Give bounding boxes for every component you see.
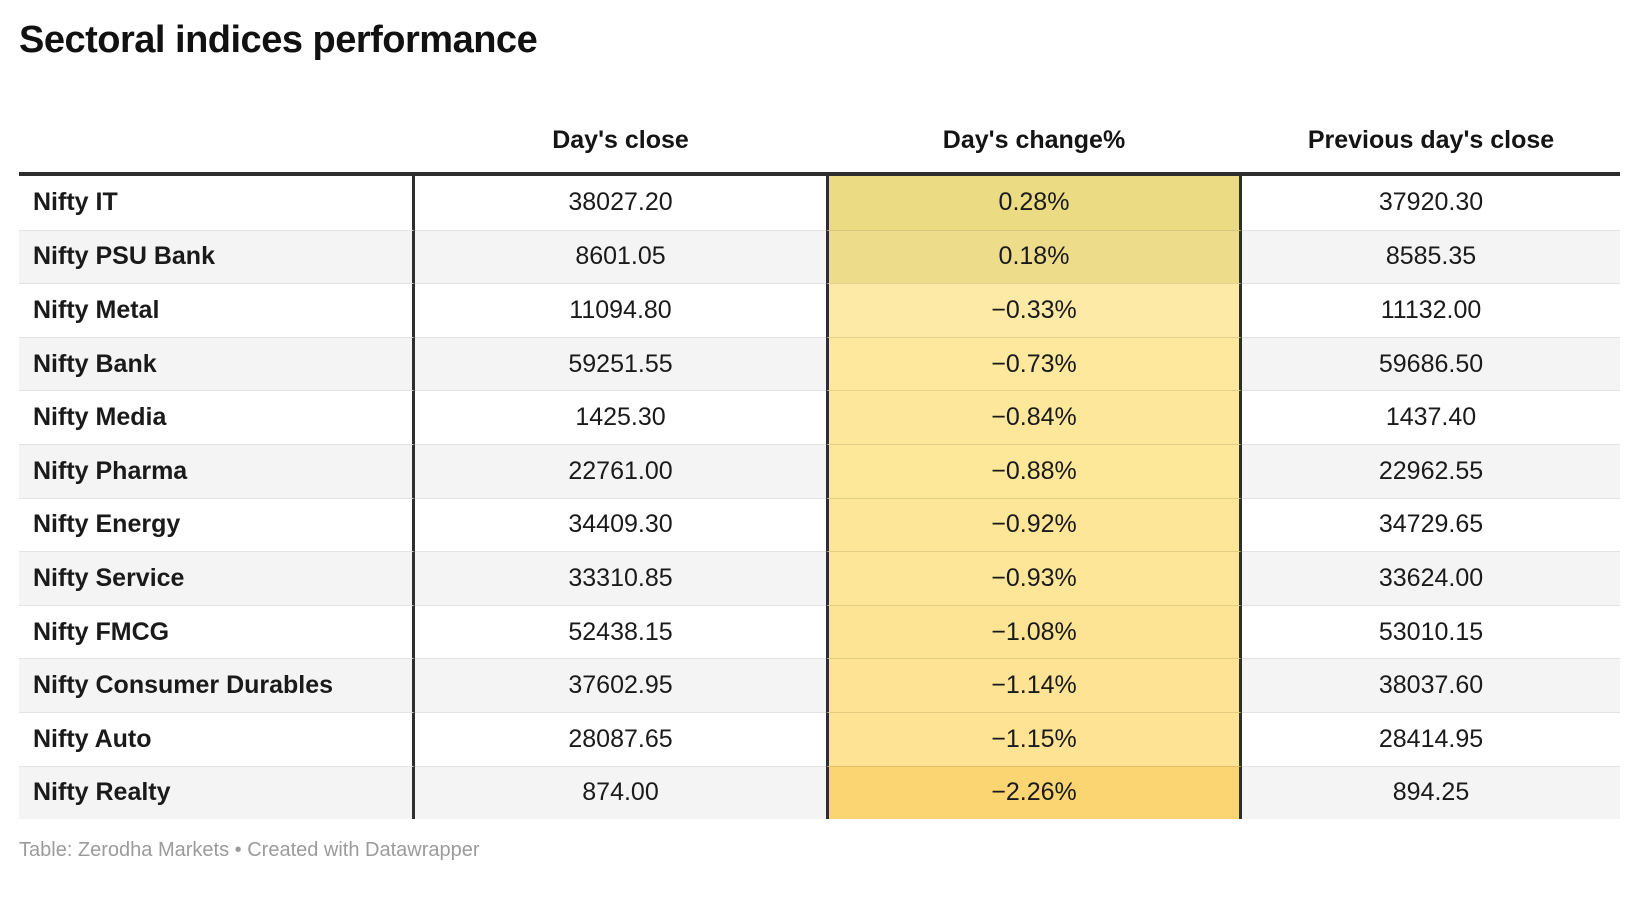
- table-row: Nifty Realty 874.00 −2.26% 894.25: [19, 765, 1620, 820]
- days-close-cell: 874.00: [415, 765, 826, 820]
- days-close-cell: 28087.65: [415, 711, 826, 766]
- row-label-cell: Nifty Auto: [19, 711, 415, 766]
- row-label-cell: Nifty PSU Bank: [19, 229, 415, 284]
- row-label-cell: Nifty Metal: [19, 283, 415, 337]
- column-header-days-close[interactable]: Day's close: [552, 125, 689, 154]
- prev-close-cell: 33624.00: [1242, 551, 1620, 605]
- table-row: Nifty FMCG 52438.15 −1.08% 53010.15: [19, 604, 1620, 659]
- table-body: Nifty IT 38027.20 0.28% 37920.30 Nifty PSU B…: [19, 176, 1620, 820]
- prev-close-cell: 34729.65: [1242, 497, 1620, 552]
- row-label-cell: Nifty Media: [19, 390, 415, 444]
- table-row: Nifty Consumer Durables 37602.95 −1.14% 380…: [19, 658, 1620, 712]
- days-change-cell: −0.84%: [826, 390, 1242, 444]
- table-row: Nifty Media 1425.30 −0.84% 1437.40: [19, 390, 1620, 444]
- days-close-cell: 1425.30: [415, 390, 826, 444]
- days-close-cell: 22761.00: [415, 443, 826, 498]
- prev-close-cell: 11132.00: [1242, 283, 1620, 337]
- days-change-cell: −0.93%: [826, 551, 1242, 605]
- row-label-cell: Nifty Pharma: [19, 443, 415, 498]
- days-change-cell: −0.88%: [826, 443, 1242, 498]
- prev-close-cell: 8585.35: [1242, 229, 1620, 284]
- days-change-cell: −1.14%: [826, 658, 1242, 712]
- row-label-cell: Nifty Service: [19, 551, 415, 605]
- days-change-cell: −2.26%: [826, 765, 1242, 820]
- column-header-previous-days-close[interactable]: Previous day's close: [1307, 125, 1555, 154]
- prev-close-cell: 59686.50: [1242, 336, 1620, 391]
- days-close-cell: 8601.05: [415, 229, 826, 284]
- table-row: Nifty Metal 11094.80 −0.33% 11132.00: [19, 283, 1620, 337]
- prev-close-cell: 38037.60: [1242, 658, 1620, 712]
- sectoral-indices-table: Day's close Day's change% Previous day's…: [19, 108, 1620, 820]
- page-title: Sectoral indices performance: [19, 19, 538, 61]
- prev-close-cell: 28414.95: [1242, 711, 1620, 766]
- table-row: Nifty PSU Bank 8601.05 0.18% 8585.35: [19, 229, 1620, 284]
- row-label-cell: Nifty Bank: [19, 336, 415, 391]
- row-label-cell: Nifty Energy: [19, 497, 415, 552]
- prev-close-cell: 22962.55: [1242, 443, 1620, 498]
- table-header-row: Day's close Day's change% Previous day's…: [19, 108, 1620, 176]
- table-row: Nifty IT 38027.20 0.28% 37920.30: [19, 176, 1620, 230]
- days-change-cell: −0.33%: [826, 283, 1242, 337]
- row-label-cell: Nifty Consumer Durables: [19, 658, 415, 712]
- row-label-cell: Nifty FMCG: [19, 604, 415, 659]
- days-change-cell: −1.15%: [826, 711, 1242, 766]
- days-close-cell: 37602.95: [415, 658, 826, 712]
- days-change-cell: 0.18%: [826, 229, 1242, 284]
- table-row: Nifty Pharma 22761.00 −0.88% 22962.55: [19, 443, 1620, 498]
- prev-close-cell: 1437.40: [1242, 390, 1620, 444]
- prev-close-cell: 37920.30: [1378, 188, 1484, 217]
- table-row: Nifty Bank 59251.55 −0.73% 59686.50: [19, 336, 1620, 391]
- days-change-cell: −0.92%: [826, 497, 1242, 552]
- days-close-cell: 59251.55: [415, 336, 826, 391]
- row-label-cell: Nifty IT: [19, 176, 415, 230]
- prev-close-cell: 894.25: [1242, 765, 1620, 820]
- table-row: Nifty Service 33310.85 −0.93% 33624.00: [19, 551, 1620, 605]
- table-row: Nifty Auto 28087.65 −1.15% 28414.95: [19, 711, 1620, 766]
- days-close-cell: 52438.15: [415, 604, 826, 659]
- days-close-cell: 38027.20: [568, 188, 673, 217]
- row-label-cell: Nifty Realty: [19, 765, 415, 820]
- column-header-days-change[interactable]: Day's change%: [942, 125, 1126, 154]
- table-row: Nifty Energy 34409.30 −0.92% 34729.65: [19, 497, 1620, 552]
- days-close-cell: 11094.80: [415, 283, 826, 337]
- days-change-cell: −0.73%: [826, 336, 1242, 391]
- days-change-cell: 0.28%: [826, 176, 1242, 230]
- days-close-cell: 34409.30: [415, 497, 826, 552]
- days-change-cell: −1.08%: [826, 604, 1242, 659]
- table-footer-attribution: Table: Zerodha Markets • Created with Da…: [19, 839, 480, 862]
- prev-close-cell: 53010.15: [1242, 604, 1620, 659]
- days-close-cell: 33310.85: [415, 551, 826, 605]
